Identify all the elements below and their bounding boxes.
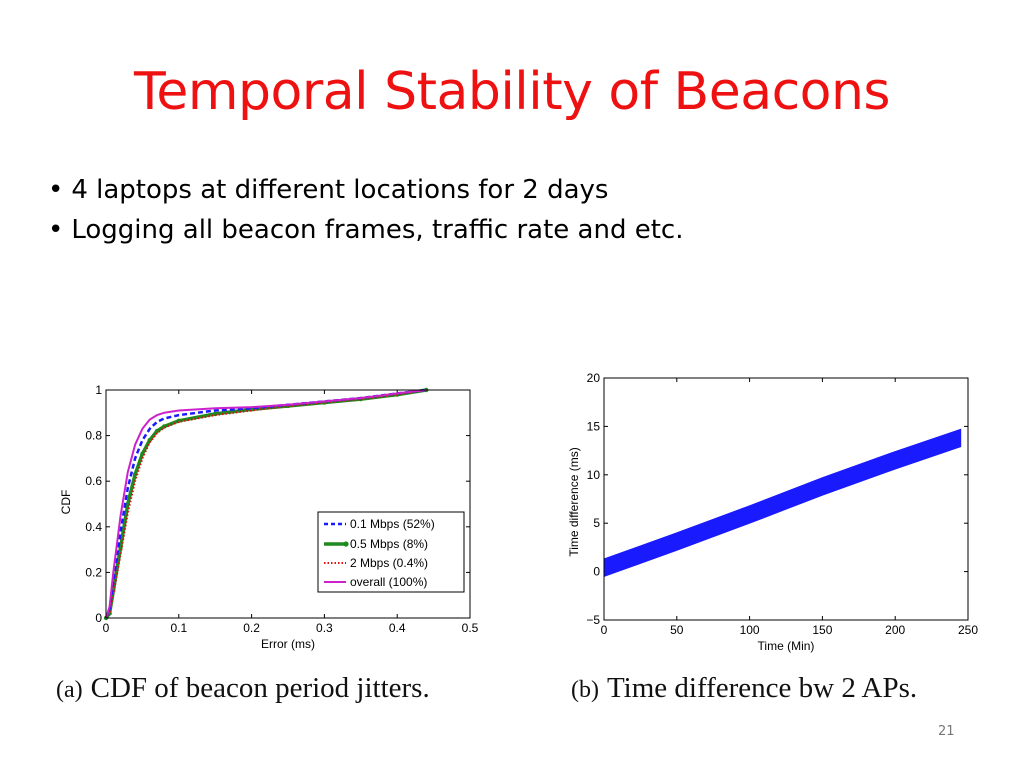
time-difference-band bbox=[603, 428, 962, 578]
caption-b-tag: (b) bbox=[571, 677, 599, 703]
legend-label-2-mbps: 2 Mbps (0.4%) bbox=[350, 556, 428, 570]
y-tick-label: 0 bbox=[593, 565, 600, 579]
y-tick-label: 0.8 bbox=[85, 429, 102, 443]
cdf-series-group bbox=[103, 387, 429, 621]
timediff-x-axis-label: Time (Min) bbox=[758, 639, 815, 653]
caption-a-tag: (a) bbox=[56, 677, 83, 703]
cdf-x-axis-label: Error (ms) bbox=[261, 637, 315, 651]
cdf-series-line bbox=[104, 388, 427, 619]
y-tick-label: 5 bbox=[593, 516, 600, 530]
bullet-dot: • bbox=[48, 175, 64, 205]
x-tick-label: 0 bbox=[103, 621, 110, 635]
legend-label-0-1-mbps: 0.1 Mbps (52%) bbox=[350, 517, 435, 531]
bullet-text: Logging all beacon frames, traffic rate … bbox=[71, 215, 684, 245]
legend-marker-0-5-mbps bbox=[343, 541, 349, 547]
bullet-list: • 4 laptops at different locations for 2 … bbox=[48, 170, 683, 250]
x-tick-label: 250 bbox=[958, 623, 978, 637]
x-tick-label: 150 bbox=[812, 623, 832, 637]
caption-b: (b) Time difference bw 2 APs. bbox=[571, 672, 917, 705]
x-tick-label: 50 bbox=[670, 623, 684, 637]
y-tick-label: 0.2 bbox=[85, 565, 102, 579]
cdf-data-point bbox=[132, 472, 138, 477]
slide-title: Temporal Stability of Beacons bbox=[133, 62, 891, 122]
y-tick-label: 15 bbox=[587, 419, 601, 433]
cdf-chart: CDF Error (ms) 0 0.1 0.2 0.3 0.4 0.5 0 0.2 0.4 0.… bbox=[59, 383, 479, 651]
cdf-legend: 0.1 Mbps (52%) 0.5 Mbps (8%) 2 Mbps (0.4… bbox=[317, 511, 465, 593]
x-tick-label: 0.2 bbox=[243, 621, 260, 635]
y-tick-label: 1 bbox=[95, 383, 102, 397]
slide-number: 21 bbox=[938, 724, 955, 739]
bullet-dot: • bbox=[48, 215, 64, 245]
time-difference-chart: Time difference (ms) Time (Min) 0 50 100 15… bbox=[567, 371, 978, 653]
legend-label-0-5-mbps: 0.5 Mbps (8%) bbox=[350, 537, 428, 551]
caption-a-text: CDF of beacon period jitters. bbox=[90, 672, 430, 704]
y-tick-label: 0 bbox=[95, 611, 102, 625]
x-tick-label: 0.3 bbox=[316, 621, 333, 635]
y-tick-label: 10 bbox=[587, 468, 601, 482]
bullet-item: • 4 laptops at different locations for 2 … bbox=[48, 170, 683, 210]
caption-a: (a) CDF of beacon period jitters. bbox=[56, 672, 430, 705]
y-tick-label: 20 bbox=[587, 371, 601, 385]
x-tick-label: 0 bbox=[601, 623, 608, 637]
cdf-tick-group: 0 0.1 0.2 0.3 0.4 0.5 0 0.2 0.4 0.6 0.8 1 bbox=[85, 383, 478, 635]
bullet-item: • Logging all beacon frames, traffic rate… bbox=[48, 210, 683, 250]
x-tick-label: 0.1 bbox=[170, 621, 187, 635]
x-tick-label: 100 bbox=[740, 623, 760, 637]
cdf-plot-frame bbox=[105, 389, 471, 619]
cdf-data-point bbox=[147, 437, 152, 443]
caption-b-text: Time difference bw 2 APs. bbox=[606, 672, 918, 704]
bullet-text: 4 laptops at different locations for 2 d… bbox=[71, 175, 609, 205]
timediff-plot-frame bbox=[603, 377, 969, 621]
cdf-data-point bbox=[154, 428, 160, 434]
timediff-series-group bbox=[603, 428, 962, 578]
y-tick-label: 0.6 bbox=[85, 474, 102, 488]
x-tick-label: 200 bbox=[885, 623, 905, 637]
cdf-legend-box bbox=[317, 511, 465, 593]
timediff-y-axis-label: Time difference (ms) bbox=[567, 447, 581, 556]
cdf-series-line bbox=[105, 389, 427, 619]
x-tick-label: 0.5 bbox=[462, 621, 479, 635]
y-tick-label: −5 bbox=[586, 613, 600, 627]
x-tick-label: 0.4 bbox=[389, 621, 406, 635]
legend-label-overall: overall (100%) bbox=[350, 575, 427, 589]
cdf-y-axis-label: CDF bbox=[59, 490, 73, 515]
y-tick-label: 0.4 bbox=[85, 520, 102, 534]
